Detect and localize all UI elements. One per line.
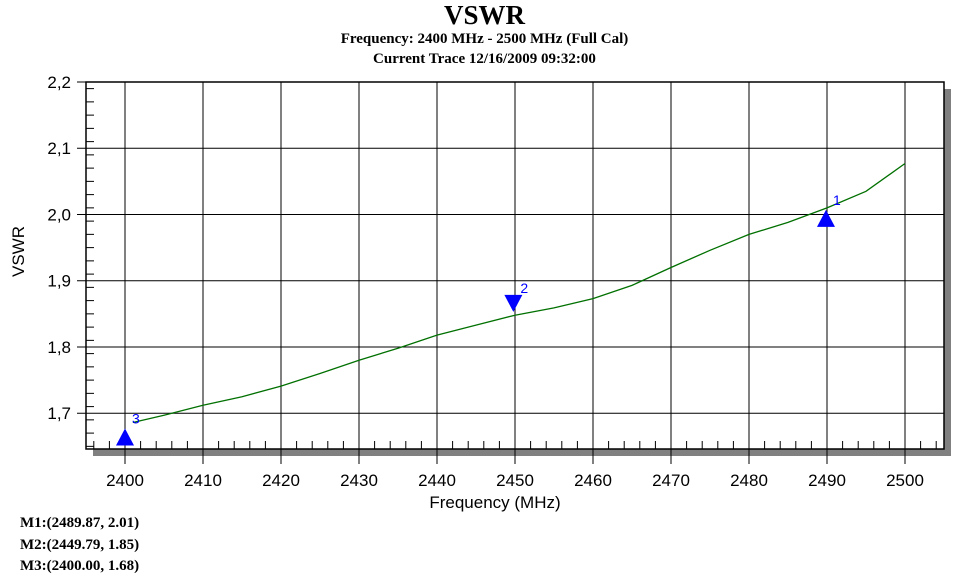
marker-1-triangle [816, 209, 835, 227]
y-tick-label: 2,0 [47, 205, 71, 224]
y-tick-label: 2,2 [47, 73, 71, 92]
marker-2-label: 2 [520, 280, 528, 296]
x-tick-label: 2480 [730, 471, 768, 490]
trace-line [132, 162, 906, 424]
y-tick-label: 2,1 [47, 139, 71, 158]
x-tick-label: 2400 [106, 471, 144, 490]
chart-subtitle-frequency: Frequency: 2400 MHz - 2500 MHz (Full Cal… [340, 31, 629, 47]
x-tick-label: 2440 [418, 471, 456, 490]
marker-1-label: 1 [833, 192, 841, 208]
x-tick-label: 2500 [886, 471, 924, 490]
x-tick-label: 2450 [496, 471, 534, 490]
marker-2-triangle [504, 294, 523, 312]
marker-readout-3: M3:(2400.00, 1.68) [20, 558, 140, 574]
x-tick-label: 2420 [262, 471, 300, 490]
chart-title: VSWR [443, 0, 525, 30]
marker-readout-2: M2:(2449.79, 1.85) [20, 537, 140, 553]
y-axis-label: VSWR [9, 226, 28, 277]
chart-subtitle-trace: Current Trace 12/16/2009 09:32:00 [373, 51, 596, 67]
y-tick-label: 1,8 [47, 338, 71, 357]
x-axis-label: Frequency (MHz) [429, 493, 560, 512]
x-tick-label: 2460 [574, 471, 612, 490]
marker-readout-1: M1:(2489.87, 2.01) [20, 515, 140, 531]
x-tick-label: 2490 [808, 471, 846, 490]
y-tick-label: 1,7 [47, 404, 71, 423]
x-tick-label: 2470 [652, 471, 690, 490]
y-tick-label: 1,9 [47, 272, 71, 291]
x-tick-label: 2430 [340, 471, 378, 490]
marker-3-triangle [116, 428, 134, 446]
marker-3-label: 3 [132, 410, 140, 426]
x-tick-label: 2410 [184, 471, 222, 490]
